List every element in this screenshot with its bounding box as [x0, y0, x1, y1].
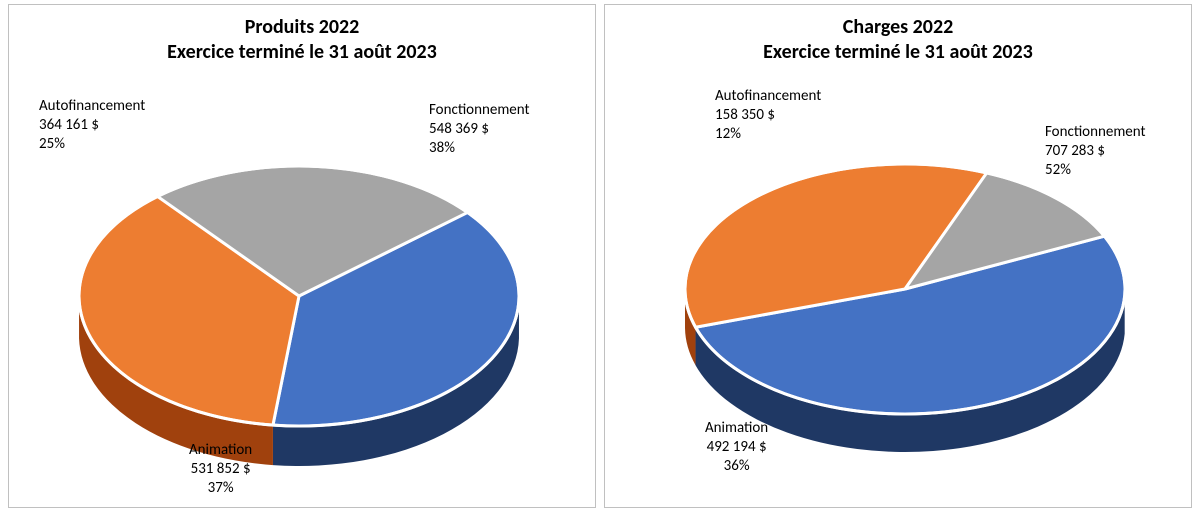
data-label-amount: 158 350 $ [715, 106, 821, 125]
panel-produits: Produits 2022 Exercice terminé le 31 aoû… [8, 4, 596, 508]
data-label-name: Animation [705, 419, 768, 438]
data-label-amount: 531 852 $ [189, 460, 252, 479]
data-label-percent: 38% [429, 139, 530, 158]
data-label-animation: Animation531 852 $37% [189, 441, 252, 497]
chart-title: Produits 2022 [9, 5, 595, 40]
data-label-autofinancement: Autofinancement364 161 $25% [39, 97, 145, 153]
data-label-amount: 548 369 $ [429, 120, 530, 139]
data-label-amount: 364 161 $ [39, 116, 145, 135]
page: Produits 2022 Exercice terminé le 31 aoû… [0, 0, 1200, 514]
chart-title: Charges 2022 [605, 5, 1191, 40]
data-label-name: Fonctionnement [429, 101, 530, 120]
data-label-name: Fonctionnement [1045, 123, 1146, 142]
data-label-amount: 492 194 $ [705, 438, 768, 457]
chart-subtitle: Exercice terminé le 31 août 2023 [9, 40, 595, 73]
data-label-percent: 12% [715, 125, 821, 144]
data-label-autofinancement: Autofinancement158 350 $12% [715, 87, 821, 143]
panel-charges: Charges 2022 Exercice terminé le 31 août… [604, 4, 1192, 508]
pie-top [79, 166, 519, 426]
data-label-fonctionnement: Fonctionnement548 369 $38% [429, 101, 530, 157]
data-label-percent: 52% [1045, 161, 1146, 180]
data-label-name: Autofinancement [715, 87, 821, 106]
data-label-animation: Animation492 194 $36% [705, 419, 768, 475]
data-label-percent: 37% [189, 479, 252, 498]
data-label-name: Autofinancement [39, 97, 145, 116]
data-label-amount: 707 283 $ [1045, 142, 1146, 161]
data-label-name: Animation [189, 441, 252, 460]
data-label-percent: 25% [39, 135, 145, 154]
chart-subtitle: Exercice terminé le 31 août 2023 [605, 40, 1191, 73]
pie-chart-produits: Fonctionnement548 369 $38% Animation531 8… [9, 71, 595, 507]
pie-top [685, 164, 1125, 414]
pie-chart-charges: Fonctionnement707 283 $52% Animation492 1… [605, 71, 1191, 507]
data-label-percent: 36% [705, 457, 768, 476]
data-label-fonctionnement: Fonctionnement707 283 $52% [1045, 123, 1146, 179]
